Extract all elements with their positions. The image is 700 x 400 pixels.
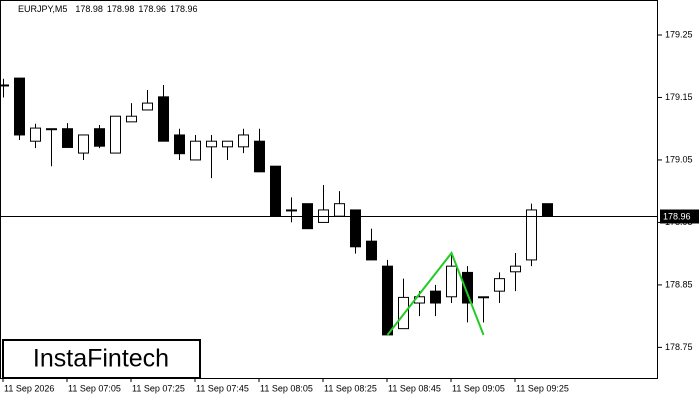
candle-body bbox=[382, 265, 393, 336]
plot-frame bbox=[0, 0, 658, 379]
y-tick-label: 179.05 bbox=[665, 154, 693, 164]
candle-body bbox=[350, 209, 361, 248]
candle-body bbox=[366, 240, 377, 261]
candle-body bbox=[94, 128, 105, 147]
candle-body bbox=[510, 265, 521, 273]
candle-body bbox=[286, 209, 297, 212]
header: EURJPY,M5 178.98 178.98 178.96 178.96 bbox=[18, 4, 197, 14]
last-price-label: 178.96 bbox=[663, 211, 691, 221]
candle-body bbox=[334, 203, 345, 217]
candle-body bbox=[0, 84, 9, 87]
pattern-line bbox=[386, 251, 485, 336]
symbol: EURJPY,M5 bbox=[18, 4, 68, 14]
candle-body bbox=[254, 140, 265, 173]
x-tick-label: 11 Sep 07:25 bbox=[132, 383, 185, 393]
x-tick-label: 11 Sep 07:45 bbox=[196, 383, 249, 393]
candle-body bbox=[110, 115, 121, 154]
x-tick-label: 11 Sep 09:25 bbox=[516, 383, 569, 393]
candle-body bbox=[190, 140, 201, 161]
candle-body bbox=[126, 115, 137, 123]
x-tick-label: 11 Sep 08:45 bbox=[388, 383, 441, 393]
candle-body bbox=[62, 128, 73, 148]
candle-body bbox=[46, 128, 57, 131]
candle-body bbox=[222, 140, 233, 148]
header-value: 178.96 bbox=[169, 4, 198, 14]
logo-box bbox=[2, 339, 201, 379]
candle-body bbox=[430, 290, 441, 304]
x-tick-label: 11 Sep 2026 bbox=[4, 383, 54, 393]
header-value: 178.98 bbox=[75, 4, 103, 14]
header-value: 178.96 bbox=[138, 4, 166, 14]
y-tick-label: 179.15 bbox=[665, 92, 693, 102]
candle-body bbox=[238, 134, 249, 148]
candle-body bbox=[526, 209, 537, 261]
candle-body bbox=[446, 265, 457, 298]
candle-body bbox=[142, 102, 153, 111]
candle-body bbox=[158, 96, 169, 142]
candle-body bbox=[270, 165, 281, 217]
y-tick-label: 179.25 bbox=[665, 29, 693, 39]
x-tick-label: 11 Sep 08:05 bbox=[260, 383, 313, 393]
candle-body bbox=[206, 140, 217, 148]
header-value: 178.98 bbox=[106, 4, 135, 14]
logo: InstaFintech bbox=[33, 345, 169, 373]
candle-body bbox=[478, 296, 489, 299]
last-price-box bbox=[660, 209, 699, 224]
candle-body bbox=[174, 134, 185, 155]
y-tick-label: 178.75 bbox=[665, 342, 693, 352]
candle-body bbox=[14, 77, 25, 136]
candle-body bbox=[462, 271, 473, 304]
x-tick-label: 11 Sep 07:05 bbox=[68, 383, 121, 393]
x-tick-label: 11 Sep 09:05 bbox=[452, 383, 505, 393]
x-tick-label: 11 Sep 08:25 bbox=[324, 383, 377, 393]
candle-body bbox=[30, 127, 41, 142]
candle-body bbox=[542, 203, 553, 217]
y-tick-label: 178.85 bbox=[665, 279, 693, 289]
candle-body bbox=[494, 278, 505, 292]
candle-body bbox=[78, 134, 89, 154]
